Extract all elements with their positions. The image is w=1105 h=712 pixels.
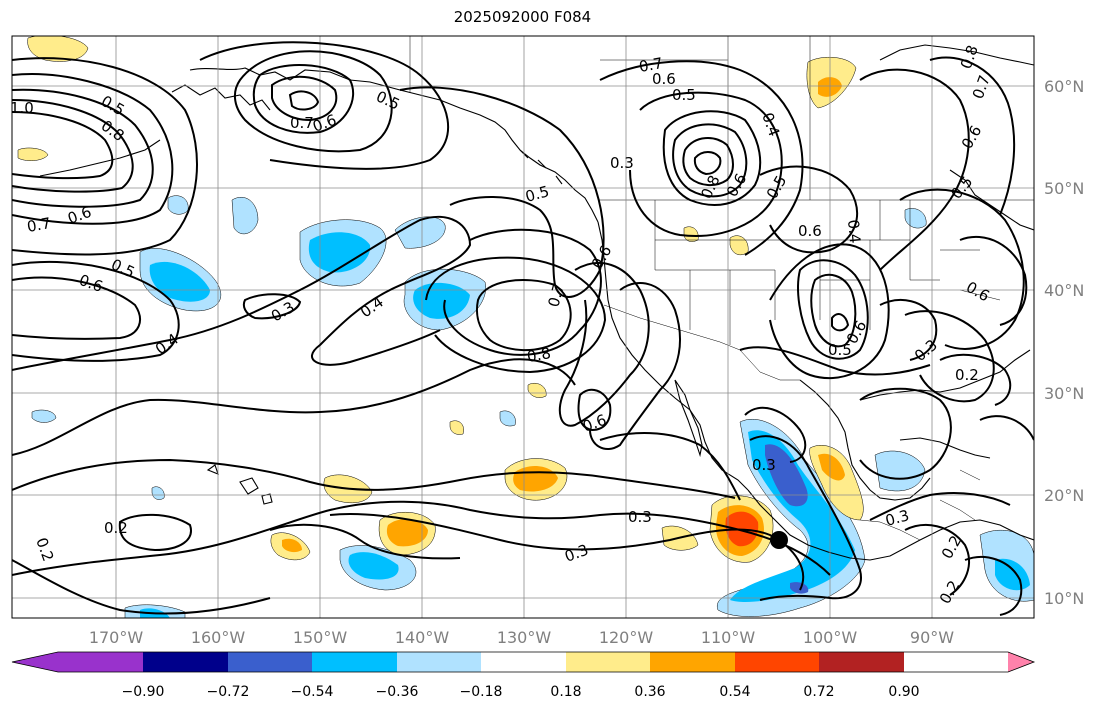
colorbar-segment <box>312 652 397 672</box>
lon-label: 110°W <box>701 628 756 647</box>
orange-patch <box>282 538 302 553</box>
lon-label: 120°W <box>599 628 654 647</box>
map-title: 2025092000 F084 <box>453 8 592 26</box>
colorbar-segment <box>481 652 566 672</box>
dark-blue-patch <box>790 582 809 594</box>
light-blue-patch <box>231 196 259 235</box>
contour-label: 0.3 <box>610 154 634 172</box>
shaded-anomalies <box>17 36 1034 618</box>
lat-label: 50°N <box>1044 179 1084 198</box>
yellow-patch <box>449 420 464 435</box>
lat-label: 60°N <box>1044 77 1084 96</box>
map-frame <box>11 35 1035 619</box>
light-blue-patch <box>499 410 516 427</box>
colorbar-tick-label: 0.18 <box>550 684 581 700</box>
lon-label: 100°W <box>803 628 858 647</box>
lat-label: 20°N <box>1044 486 1084 505</box>
blue-patch <box>149 261 210 302</box>
colorbar-tick-label: 0.90 <box>888 684 919 700</box>
longitude-labels: 170°W 160°W 150°W 140°W 130°W 120°W 110°… <box>89 628 954 647</box>
colorbar-segment <box>735 652 819 672</box>
colorbar-segment <box>228 652 312 672</box>
lon-label: 130°W <box>497 628 552 647</box>
lon-label: 150°W <box>293 628 348 647</box>
storm-center-marker <box>770 531 788 549</box>
colorbar-tick-label: −0.18 <box>460 684 503 700</box>
colorbar-outline <box>11 651 1036 673</box>
contour-label: 0.5 <box>828 341 852 359</box>
contour-label: 0.5 <box>672 86 696 104</box>
colorbar-tick-label: −0.36 <box>376 684 419 700</box>
contour-lines <box>12 41 1034 616</box>
lat-label: 10°N <box>1044 589 1084 608</box>
contour-label: 1.0 <box>10 99 34 117</box>
contour-label: 0.7 <box>638 54 665 76</box>
colorbar: −0.90 −0.72 −0.54 −0.36 −0.18 0.18 0.36 … <box>11 651 1036 700</box>
lat-label: 30°N <box>1044 384 1084 403</box>
colorbar-tick-label: 0.54 <box>719 684 750 700</box>
contour-label: 0.3 <box>752 456 776 474</box>
lon-label: 140°W <box>395 628 450 647</box>
contour-label: 0.8 <box>526 344 553 366</box>
blue-patch <box>308 232 371 273</box>
contour-label: 0.2 <box>955 366 979 384</box>
contour-label: 0.7 <box>290 114 314 132</box>
contour-label: 0.2 <box>104 519 128 537</box>
light-blue-patch <box>394 216 446 249</box>
blue-patch <box>730 430 855 603</box>
contour-label: 0.7 <box>544 281 568 309</box>
orange-patch <box>818 453 845 481</box>
contour-label: 0.6 <box>798 222 822 240</box>
contour-label: 0.5 <box>523 182 551 206</box>
colorbar-segment <box>650 652 735 672</box>
lon-label: 90°W <box>910 628 954 647</box>
colorbar-segment <box>819 652 904 672</box>
lat-label: 40°N <box>1044 281 1084 300</box>
colorbar-extend-high <box>1008 652 1034 672</box>
map-background <box>12 36 1034 618</box>
blue-patch <box>348 552 399 580</box>
contour-label: 0.3 <box>883 506 911 530</box>
colorbar-tick-label: 0.72 <box>803 684 834 700</box>
colorbar-segment <box>566 652 650 672</box>
colorbar-extend-low <box>12 652 58 672</box>
colorbar-tick-label: −0.54 <box>291 684 334 700</box>
colorbar-segment <box>143 652 228 672</box>
lon-label: 160°W <box>191 628 246 647</box>
latitude-labels: 60°N 50°N 40°N 30°N 20°N 10°N <box>1044 77 1084 608</box>
colorbar-tick-label: −0.72 <box>207 684 250 700</box>
dark-blue-patch <box>765 444 808 507</box>
orange-patch <box>386 518 428 547</box>
colorbar-tick-label: −0.90 <box>122 684 165 700</box>
light-blue-patch <box>167 195 189 215</box>
colorbar-segment <box>397 652 481 672</box>
political-borders <box>409 36 1034 541</box>
colorbar-segment <box>58 652 143 672</box>
light-blue-patch <box>31 409 57 423</box>
contour-label: 0.7 <box>26 214 53 236</box>
lon-label: 170°W <box>89 628 144 647</box>
colorbar-tick-label: 0.36 <box>634 684 665 700</box>
contour-label: 0.3 <box>628 508 652 526</box>
light-blue-patch <box>874 450 926 492</box>
light-blue-patch <box>904 208 927 229</box>
contour-label: 0.4 <box>844 219 864 244</box>
contour-label: 0.6 <box>652 70 676 88</box>
yellow-patch <box>17 147 49 161</box>
